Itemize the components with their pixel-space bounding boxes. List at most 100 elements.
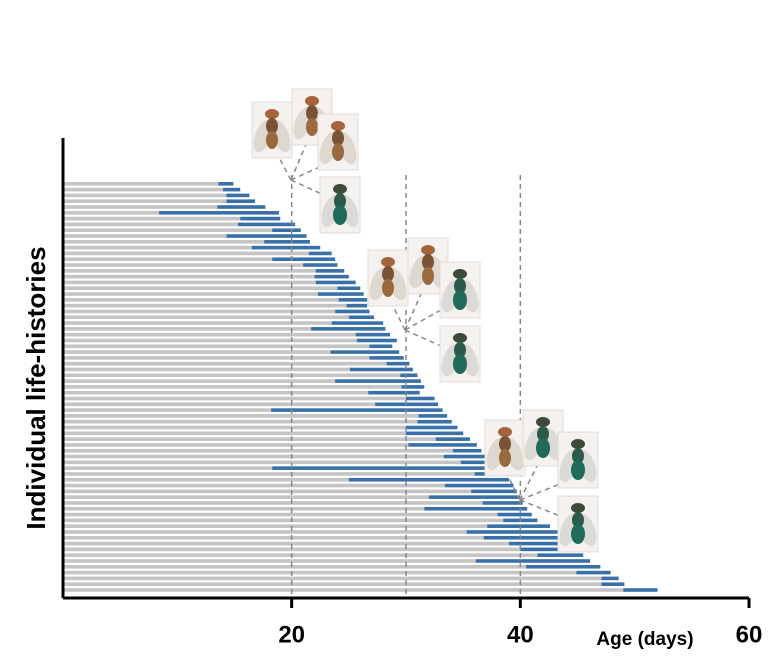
- bar-segment: [63, 338, 357, 343]
- bar-segment: [466, 530, 559, 534]
- bar-segment: [386, 361, 410, 366]
- bar-segment: [63, 495, 429, 499]
- bar-segment: [356, 338, 397, 343]
- bar-segment: [63, 332, 356, 337]
- x-tick-label: 40: [507, 621, 534, 648]
- bar-segment: [63, 570, 577, 575]
- bar-segment: [63, 251, 309, 256]
- bar-segment: [475, 559, 591, 563]
- bar-segment: [401, 385, 425, 389]
- bar-segment: [335, 379, 421, 383]
- bar-segment: [63, 564, 527, 569]
- bar-segment: [444, 483, 514, 488]
- bar-segment: [63, 530, 467, 534]
- fly-images: [249, 88, 601, 553]
- bar-segment: [63, 199, 227, 204]
- bar-segment: [346, 303, 368, 308]
- bar-segment: [63, 512, 498, 517]
- bar-segment: [63, 361, 387, 366]
- bar-segment: [408, 443, 477, 447]
- bar-segment: [314, 274, 349, 279]
- bar-segment: [63, 263, 304, 267]
- bar-segment: [63, 576, 602, 581]
- bar-segment: [63, 373, 401, 378]
- bar-segment: [623, 588, 658, 592]
- bar-segment: [63, 414, 419, 418]
- bar-segment: [63, 298, 339, 302]
- bar-segment: [400, 373, 418, 378]
- bar-segment: [63, 582, 602, 586]
- bar-segment: [226, 199, 256, 204]
- bar-segment: [63, 472, 475, 476]
- bar-segment: [63, 327, 312, 331]
- bar-segment: [487, 524, 551, 528]
- bar-segment: [159, 211, 280, 215]
- bar-segment: [63, 321, 332, 325]
- bar-segment: [303, 263, 338, 267]
- bar-segment: [428, 495, 521, 499]
- bar-segment: [63, 588, 624, 592]
- bar-segment: [63, 379, 336, 383]
- bar-segment: [264, 240, 310, 244]
- bar-segment: [424, 506, 528, 511]
- bar-segment: [406, 396, 435, 401]
- bar-segment: [226, 193, 250, 198]
- bar-segment: [63, 443, 409, 447]
- bar-segment: [63, 402, 376, 407]
- bar-segment: [63, 448, 453, 453]
- x-tick-label: 60: [736, 621, 763, 648]
- x-axis-title: Age (days): [596, 629, 693, 650]
- bar-segment: [443, 454, 490, 459]
- plot-area: 20 40 60: [61, 138, 763, 648]
- bar-segment: [601, 576, 619, 581]
- bar-segment: [497, 512, 532, 517]
- bar-segment: [317, 292, 364, 296]
- bar-segment: [240, 216, 281, 221]
- bar-segment: [63, 501, 483, 505]
- bar-segment: [335, 309, 370, 314]
- bar-segment: [63, 367, 350, 372]
- bar-segment: [223, 187, 241, 192]
- bar-segment: [272, 228, 301, 233]
- bar-segment: [337, 286, 361, 291]
- bar-segment: [601, 582, 625, 586]
- bar-segment: [63, 559, 476, 563]
- bar-segment: [63, 193, 227, 198]
- bar-segment: [452, 448, 482, 453]
- bar-segment: [63, 483, 445, 488]
- bar-segment: [63, 222, 238, 227]
- bar-segment: [63, 518, 504, 523]
- bar-segment: [482, 501, 523, 505]
- bar-segment: [251, 245, 321, 250]
- bar-segment: [272, 466, 501, 470]
- bar-segment: [63, 280, 316, 285]
- bar-segment: [63, 303, 347, 308]
- bar-segment: [63, 419, 418, 424]
- bar-segment: [460, 460, 496, 465]
- bar-segment: [63, 385, 402, 389]
- bar-segment: [63, 211, 160, 215]
- bar-segment: [315, 269, 345, 273]
- bar-segment: [63, 245, 252, 250]
- bar-segment: [330, 350, 400, 354]
- bar-segment: [271, 408, 443, 412]
- x-tick-label: 20: [278, 621, 305, 648]
- bar-segment: [63, 356, 370, 360]
- bar-segment: [311, 327, 386, 331]
- bar-segment: [406, 425, 458, 430]
- bar-segment: [63, 524, 488, 528]
- bar-segment: [520, 547, 578, 552]
- bar-segment: [63, 216, 241, 221]
- bar-segment: [63, 408, 272, 412]
- bar-segment: [349, 367, 413, 372]
- bar-segment: [355, 332, 390, 337]
- bar-segment: [63, 315, 349, 320]
- bar-segment: [483, 535, 564, 540]
- bar-segment: [63, 390, 369, 395]
- bar-segment: [63, 460, 461, 465]
- bar-segment: [331, 321, 384, 325]
- bar-segment: [315, 280, 356, 285]
- bar-segment: [217, 205, 266, 209]
- bar-segment: [63, 425, 406, 430]
